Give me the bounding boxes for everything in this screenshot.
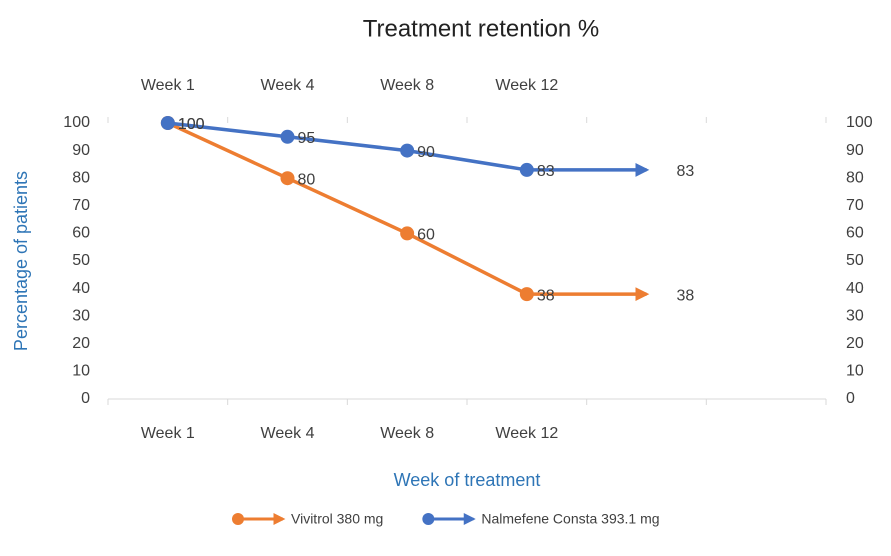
y2-tick-label: 10 (846, 363, 864, 380)
y-tick-label: 80 (72, 169, 90, 186)
point (280, 171, 295, 186)
point (160, 116, 175, 130)
y-tick-label: 50 (72, 252, 90, 269)
legend-label: Nalmefene Consta 393.1 mg (481, 511, 659, 527)
data-label: 83 (677, 163, 695, 180)
point (519, 162, 534, 177)
x2-tick-label: Week 4 (261, 77, 315, 94)
data-label: 100 (178, 116, 205, 133)
y2-tick-label: 30 (846, 307, 864, 324)
x-tick-label: Week 4 (261, 425, 315, 442)
x-axis-label: Week of treatment (394, 470, 541, 490)
data-label: 80 (298, 171, 316, 188)
x2-tick-label: Week 8 (380, 77, 434, 94)
data-label: 60 (417, 227, 435, 244)
y2-tick-label: 40 (846, 280, 864, 297)
data-label: 95 (298, 130, 316, 147)
y2-tick-label: 100 (846, 114, 873, 131)
x2-tick-label: Week 1 (141, 77, 195, 94)
y-tick-label: 60 (72, 225, 90, 242)
x2-tick-label: Week 12 (495, 77, 558, 94)
y-tick-label: 10 (72, 363, 90, 380)
x-tick-label: Week 8 (380, 425, 434, 442)
y2-tick-label: 70 (846, 197, 864, 214)
y2-tick-label: 50 (846, 252, 864, 269)
point (400, 143, 415, 158)
y-tick-label: 70 (72, 197, 90, 214)
y-tick-label: 0 (81, 390, 90, 407)
y2-tick-label: 0 (846, 390, 855, 407)
y-tick-label: 90 (72, 142, 90, 159)
point (519, 287, 534, 302)
y-tick-label: 30 (72, 307, 90, 324)
data-label: 90 (417, 144, 435, 161)
y2-tick-label: 90 (846, 142, 864, 159)
data-label: 83 (537, 163, 555, 180)
y-tick-label: 40 (72, 280, 90, 297)
y-axis-label: Percentage of patients (11, 171, 31, 351)
y-tick-label: 20 (72, 335, 90, 352)
y2-tick-label: 60 (846, 225, 864, 242)
y2-tick-label: 20 (846, 335, 864, 352)
legend-label: Vivitrol 380 mg (291, 511, 383, 527)
y-tick-label: 100 (63, 114, 90, 131)
x-tick-label: Week 12 (495, 425, 558, 442)
legend-marker (232, 513, 244, 525)
x-tick-label: Week 1 (141, 425, 195, 442)
chart-title: Treatment retention % (363, 15, 600, 42)
data-label: 38 (537, 287, 555, 304)
data-label: 38 (677, 287, 695, 304)
point (400, 226, 415, 241)
legend-marker (422, 513, 435, 525)
point (280, 129, 295, 144)
y2-tick-label: 80 (846, 169, 864, 186)
